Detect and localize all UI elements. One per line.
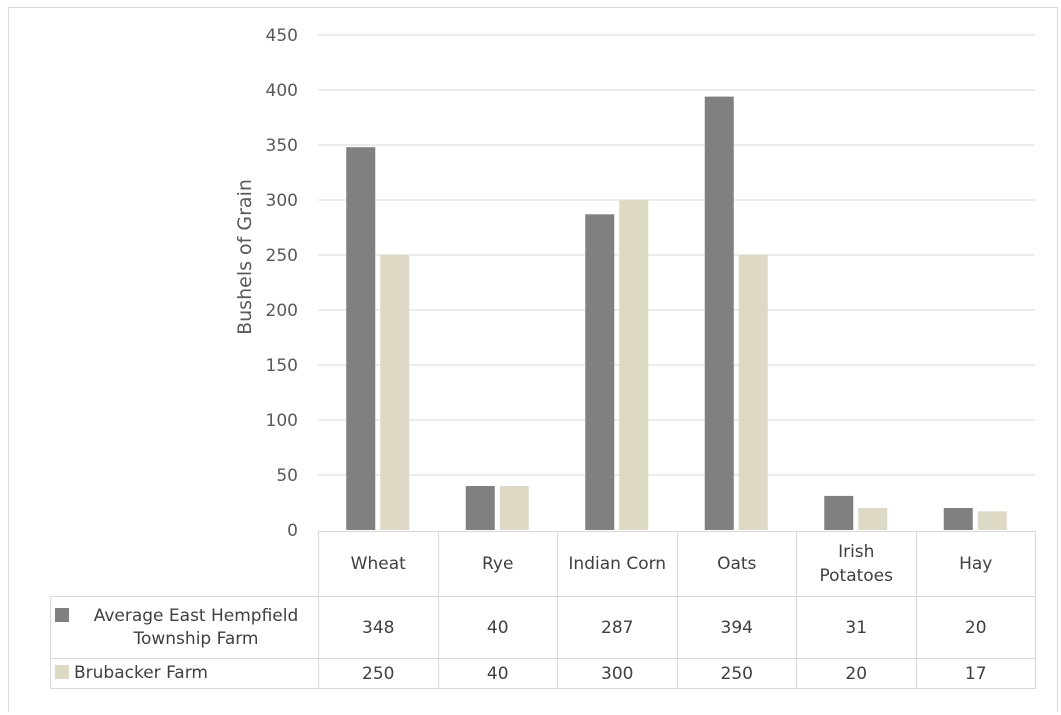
y-axis-label: Bushels of Grain bbox=[234, 179, 256, 335]
y-tick-label: 200 bbox=[266, 301, 298, 321]
bar bbox=[380, 255, 410, 530]
category-label: Hay bbox=[915, 531, 1036, 597]
category-label: Rye bbox=[437, 531, 558, 597]
bar bbox=[585, 214, 615, 531]
category-label: Indian Corn bbox=[557, 531, 678, 597]
bar bbox=[346, 147, 376, 530]
table-cell-value: 394 bbox=[676, 596, 797, 659]
y-tick-label: 0 bbox=[287, 521, 298, 541]
table-row: Average East Hempfield Township Farm 348 4… bbox=[50, 596, 1036, 659]
category-label: Wheat bbox=[318, 531, 439, 597]
table-cell-value: 40 bbox=[437, 596, 558, 659]
table-cell-value: 20 bbox=[915, 596, 1036, 659]
bar bbox=[465, 486, 495, 530]
table-cell-value: 250 bbox=[318, 658, 439, 689]
table-cell-value: 40 bbox=[437, 658, 558, 689]
category-label: Oats bbox=[676, 531, 797, 597]
y-tick-label: 350 bbox=[266, 136, 298, 156]
table-cell-value: 20 bbox=[796, 658, 917, 689]
table-cell-value: 348 bbox=[318, 596, 439, 659]
bar bbox=[619, 200, 649, 530]
table-header-row: Wheat Rye Indian Corn Oats Irish Potatoes Hay bbox=[50, 531, 1036, 597]
y-axis-ticks: 0 50 100 150 200 250 300 350 400 450 bbox=[266, 26, 298, 541]
series-name: Brubacker Farm bbox=[74, 663, 208, 683]
data-table: Wheat Rye Indian Corn Oats Irish Potatoes Hay… bbox=[50, 531, 1036, 689]
bar bbox=[977, 511, 1007, 530]
y-tick-label: 400 bbox=[266, 81, 298, 101]
legend-swatch bbox=[55, 665, 69, 679]
y-tick-label: 150 bbox=[266, 356, 298, 376]
table-row: Brubacker Farm 250 40 300 250 20 17 bbox=[50, 658, 1036, 689]
table-cell-value: 287 bbox=[557, 596, 678, 659]
category-label: Irish Potatoes bbox=[796, 531, 917, 597]
table-cell-value: 300 bbox=[557, 658, 678, 689]
bar bbox=[824, 495, 854, 530]
y-tick-label: 100 bbox=[266, 411, 298, 431]
series-name: Average East Hempfield Township Farm bbox=[93, 605, 299, 649]
bar bbox=[704, 96, 734, 530]
bar bbox=[943, 508, 973, 530]
table-corner bbox=[50, 531, 319, 597]
bar bbox=[499, 486, 529, 530]
y-tick-label: 450 bbox=[266, 26, 298, 46]
y-tick-label: 300 bbox=[266, 191, 298, 211]
legend-swatch bbox=[55, 607, 69, 622]
y-tick-label: 250 bbox=[266, 246, 298, 266]
table-cell-value: 250 bbox=[676, 658, 797, 689]
bar bbox=[738, 255, 768, 530]
chart-frame bbox=[8, 7, 1058, 712]
gridlines bbox=[318, 34, 1035, 476]
bar bbox=[858, 508, 888, 530]
table-cell-value: 17 bbox=[915, 658, 1036, 689]
legend-entry: Brubacker Farm bbox=[50, 658, 319, 689]
y-tick-label: 50 bbox=[276, 466, 298, 486]
bars bbox=[346, 96, 1007, 531]
table-cell-value: 31 bbox=[796, 596, 917, 659]
legend-entry: Average East Hempfield Township Farm bbox=[50, 596, 319, 659]
